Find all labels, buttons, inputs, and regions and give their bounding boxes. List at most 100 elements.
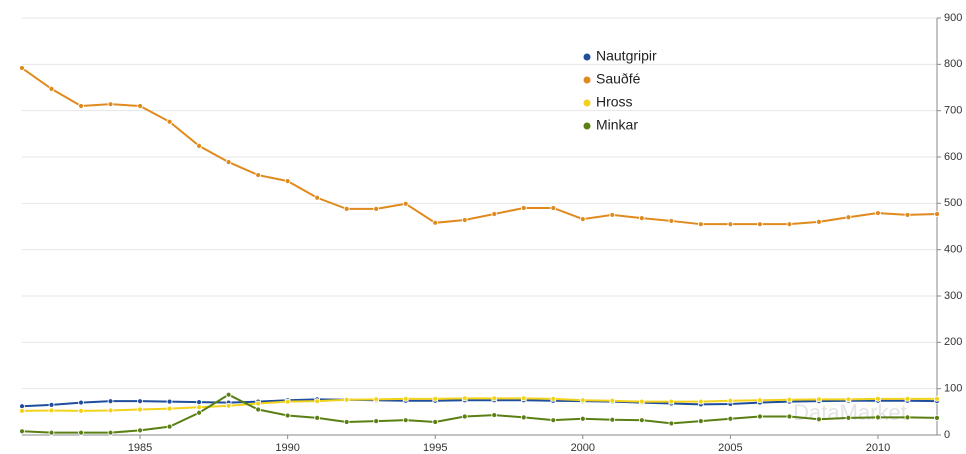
data-point xyxy=(19,428,25,435)
data-point xyxy=(196,404,202,411)
data-point xyxy=(727,397,734,404)
y-tick-label: 100 xyxy=(944,383,962,395)
data-point xyxy=(786,396,793,403)
y-tick-label: 500 xyxy=(944,197,962,209)
data-point xyxy=(107,407,114,414)
data-point xyxy=(225,159,232,165)
data-point xyxy=(520,205,527,211)
legend-marker xyxy=(583,76,591,84)
data-point xyxy=(19,408,25,414)
data-point xyxy=(78,399,84,406)
data-point xyxy=(638,215,645,222)
data-point xyxy=(166,423,173,430)
data-point xyxy=(816,416,822,423)
legend-label: Hross xyxy=(596,94,633,110)
data-point xyxy=(432,219,439,226)
data-point xyxy=(402,200,409,207)
data-point xyxy=(314,194,321,201)
x-tick-label: 1990 xyxy=(275,442,299,454)
data-point xyxy=(255,406,262,413)
data-point xyxy=(786,413,793,420)
data-point xyxy=(904,414,911,421)
data-point xyxy=(845,414,852,421)
data-point xyxy=(934,211,940,217)
legend-marker xyxy=(583,122,591,130)
data-point xyxy=(875,395,881,402)
data-point xyxy=(225,402,232,409)
legend-label: Nautgripir xyxy=(596,48,657,64)
data-point xyxy=(520,395,527,402)
data-point xyxy=(402,395,409,402)
data-point xyxy=(697,221,704,228)
data-point xyxy=(609,212,616,218)
data-point xyxy=(491,395,498,402)
data-point xyxy=(668,218,675,224)
data-point xyxy=(402,417,409,424)
data-point xyxy=(255,400,262,407)
y-tick-label: 700 xyxy=(944,105,962,117)
data-point xyxy=(816,396,822,403)
data-point xyxy=(314,414,321,421)
data-point xyxy=(373,205,380,212)
data-point xyxy=(373,418,380,425)
data-point xyxy=(137,398,143,405)
y-tick-label: 0 xyxy=(944,429,950,441)
x-tick-label: 1985 xyxy=(128,442,152,454)
data-point xyxy=(432,419,439,425)
data-point xyxy=(137,406,143,413)
data-point xyxy=(166,405,173,412)
data-point xyxy=(579,397,586,404)
data-point xyxy=(697,398,704,405)
data-point xyxy=(786,221,793,228)
data-point xyxy=(196,142,202,149)
data-point xyxy=(845,396,852,403)
data-point xyxy=(904,395,911,402)
y-tick-label: 900 xyxy=(944,12,962,24)
legend-label: Sauðfé xyxy=(596,71,641,87)
data-point xyxy=(668,420,675,427)
data-point xyxy=(845,214,852,221)
y-tick-label: 600 xyxy=(944,151,962,163)
data-point xyxy=(48,85,55,92)
y-tick-label: 400 xyxy=(944,244,962,256)
data-point xyxy=(343,419,350,425)
data-point xyxy=(697,418,704,425)
data-point xyxy=(491,211,498,217)
data-point xyxy=(137,427,143,434)
series-line xyxy=(21,398,938,408)
data-point xyxy=(343,205,350,212)
data-point xyxy=(550,205,557,211)
data-point xyxy=(757,413,763,420)
data-point xyxy=(609,416,616,423)
legend-label: Minkar xyxy=(596,117,638,133)
data-point xyxy=(343,396,350,403)
data-point xyxy=(609,397,616,404)
series-line xyxy=(21,67,938,226)
legend-marker xyxy=(583,53,591,61)
data-point xyxy=(668,398,675,405)
y-tick-label: 200 xyxy=(944,336,962,348)
x-tick-label: 2010 xyxy=(866,442,890,454)
data-point xyxy=(225,391,232,398)
data-point xyxy=(875,414,881,421)
data-point xyxy=(196,399,202,406)
legend-marker xyxy=(583,99,591,107)
data-point xyxy=(19,65,25,71)
data-point xyxy=(638,398,645,405)
data-point xyxy=(757,397,763,404)
data-point xyxy=(78,103,84,109)
data-point xyxy=(314,398,321,405)
data-point xyxy=(107,101,114,108)
data-point xyxy=(432,395,439,402)
data-point xyxy=(166,118,173,125)
data-point xyxy=(491,412,498,418)
y-tick-label: 300 xyxy=(944,290,962,302)
data-point xyxy=(757,221,763,228)
x-tick-label: 1995 xyxy=(423,442,447,454)
data-point xyxy=(638,417,645,424)
data-point xyxy=(579,415,586,422)
data-point xyxy=(579,216,586,222)
data-point xyxy=(255,172,262,178)
data-point xyxy=(875,210,881,216)
data-point xyxy=(904,212,911,218)
